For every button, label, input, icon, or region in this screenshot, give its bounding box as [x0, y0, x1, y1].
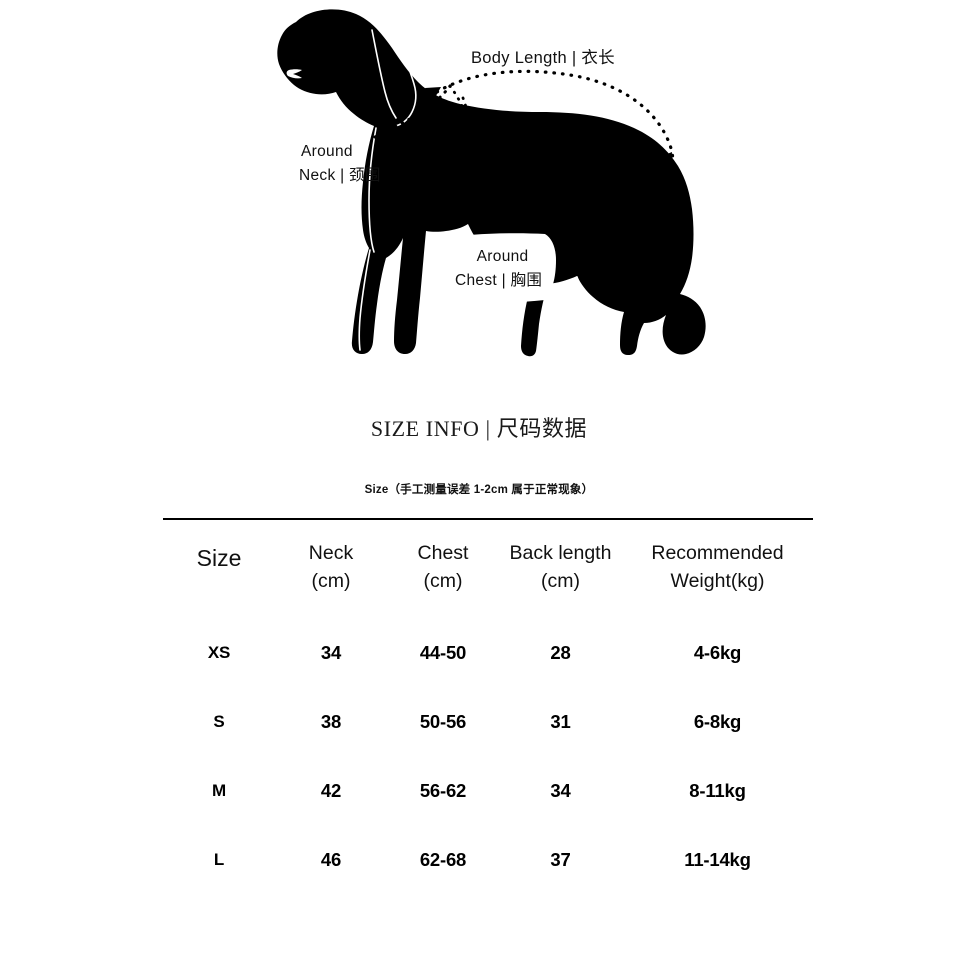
cell-size: M — [212, 781, 226, 800]
cell-chest: 56-62 — [419, 780, 467, 801]
label-body-length: Body Length | 衣长 — [471, 46, 615, 72]
label-body-length-text: Body Length | 衣长 — [471, 49, 615, 67]
table-row: XS 34 44-50 28 4-6kg — [163, 618, 813, 687]
dog-measurement-diagram: Body Length | 衣长 Around Neck | 颈围 Around… — [0, 0, 958, 390]
column-header-size: Size — [163, 532, 275, 575]
cell-neck: 46 — [320, 849, 342, 870]
cell-size: L — [213, 850, 225, 869]
column-header-back-length-label: Back length — [509, 542, 612, 564]
around-neck-guide — [373, 84, 474, 154]
dog-mouth-notch — [286, 69, 302, 79]
cell-neck: 42 — [320, 780, 342, 801]
column-header-neck-unit: (cm) — [311, 569, 351, 592]
dog-body-shape — [277, 9, 706, 357]
table-row: L 46 62-68 37 11-14kg — [163, 825, 813, 894]
column-header-back-length: Back length (cm) — [499, 532, 622, 595]
column-header-neck-label: Neck — [308, 542, 354, 564]
column-header-recommended-weight: Recommended Weight(kg) — [622, 532, 813, 595]
label-around-neck-line2: Neck | 颈围 — [299, 167, 381, 185]
cell-weight: 11-14kg — [684, 849, 751, 870]
table-row: S 38 50-56 31 6-8kg — [163, 687, 813, 756]
cell-weight: 4-6kg — [693, 642, 742, 663]
column-header-weight-unit: Weight(kg) — [670, 569, 765, 592]
cell-back-length: 28 — [550, 642, 571, 663]
cell-back-length: 34 — [550, 780, 571, 801]
label-around-neck-line1: Around — [301, 143, 353, 160]
arrowhead-right — [660, 152, 672, 168]
column-header-size-label: Size — [196, 545, 242, 571]
cell-back-length: 31 — [550, 711, 571, 732]
cell-neck: 38 — [320, 711, 342, 732]
column-header-back-length-unit: (cm) — [541, 569, 580, 592]
table-top-rule — [163, 518, 813, 520]
arrowhead-left — [425, 87, 441, 101]
label-around-chest-line2: Chest | 胸围 — [455, 272, 543, 290]
cell-chest: 50-56 — [419, 711, 467, 732]
measurement-tolerance-note: Size（手工测量误差 1-2cm 属于正常现象） — [364, 484, 594, 496]
chest-label-backdrop — [433, 233, 556, 303]
label-around-chest: Around Chest | 胸围 — [455, 245, 542, 293]
dog-silhouette-illustration — [277, 9, 706, 357]
cell-neck: 34 — [320, 642, 342, 663]
cell-weight: 8-11kg — [689, 780, 746, 801]
size-chart-table: Size Neck (cm) Chest (cm) Back length (c… — [163, 532, 813, 894]
column-header-weight-label: Recommended — [651, 542, 784, 564]
column-header-chest-unit: (cm) — [423, 569, 463, 592]
cell-chest: 62-68 — [419, 849, 467, 870]
cell-size: S — [213, 712, 225, 731]
label-around-neck: Around Neck | 颈围 — [299, 140, 381, 188]
column-header-chest-label: Chest — [417, 542, 469, 564]
dog-contour-lines — [358, 29, 590, 355]
cell-back-length: 37 — [550, 849, 571, 870]
cell-size: XS — [207, 643, 231, 662]
column-header-chest: Chest (cm) — [387, 532, 499, 595]
around-chest-guide — [461, 96, 489, 238]
table-header-row: Size Neck (cm) Chest (cm) Back length (c… — [163, 532, 813, 618]
size-info-title: SIZE INFO | 尺码数据 — [370, 416, 588, 441]
cell-chest: 44-50 — [419, 642, 467, 663]
body-length-guide — [425, 69, 675, 184]
label-around-chest-line1: Around — [476, 248, 529, 265]
table-row: M 42 56-62 34 8-11kg — [163, 756, 813, 825]
column-header-neck: Neck (cm) — [275, 532, 387, 595]
cell-weight: 6-8kg — [693, 711, 742, 732]
